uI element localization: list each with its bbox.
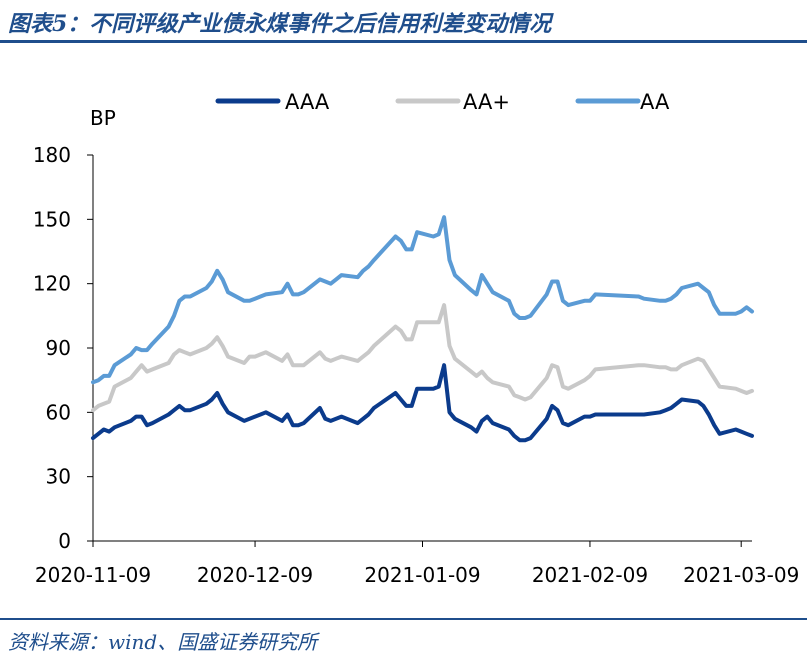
y-tick-label: 60 [46,400,71,424]
y-tick-label: 150 [33,207,71,231]
legend-label-aa-plus: AA+ [463,90,510,114]
x-tick-label: 2020-12-09 [197,563,313,587]
source-note: 资料来源：wind、国盛证券研究所 [8,630,318,654]
y-axis-label: BP [90,106,116,130]
source-divider [0,618,807,620]
y-tick-label: 30 [46,465,71,489]
x-tick-label: 2021-03-09 [683,563,799,587]
x-axis-ticks: 2020-11-09 2020-12-09 2021-01-09 2021-02-09… [35,541,799,587]
y-tick-label: 180 [33,143,71,167]
legend-label-aaa: AAA [285,90,330,114]
title-underline [0,40,807,43]
y-tick-label: 90 [46,336,71,360]
legend-label-aa: AA [640,90,670,114]
chart-legend: AAA AA+ AA [215,90,670,114]
series-line-aa [91,215,754,385]
y-tick-label: 120 [33,272,71,296]
x-tick-label: 2020-11-09 [35,563,151,587]
y-tick-label: 0 [58,529,71,553]
series-line-aaa [91,363,754,443]
chart-series [91,215,754,443]
x-tick-label: 2021-02-09 [532,563,648,587]
series-line-aa-plus [91,303,754,413]
x-tick-label: 2021-01-09 [364,563,480,587]
figure-title: 图表5：不同评级产业债永煤事件之后信用利差变动情况 [8,11,552,37]
y-axis-ticks: 0 30 60 90 120 150 180 [33,143,93,553]
